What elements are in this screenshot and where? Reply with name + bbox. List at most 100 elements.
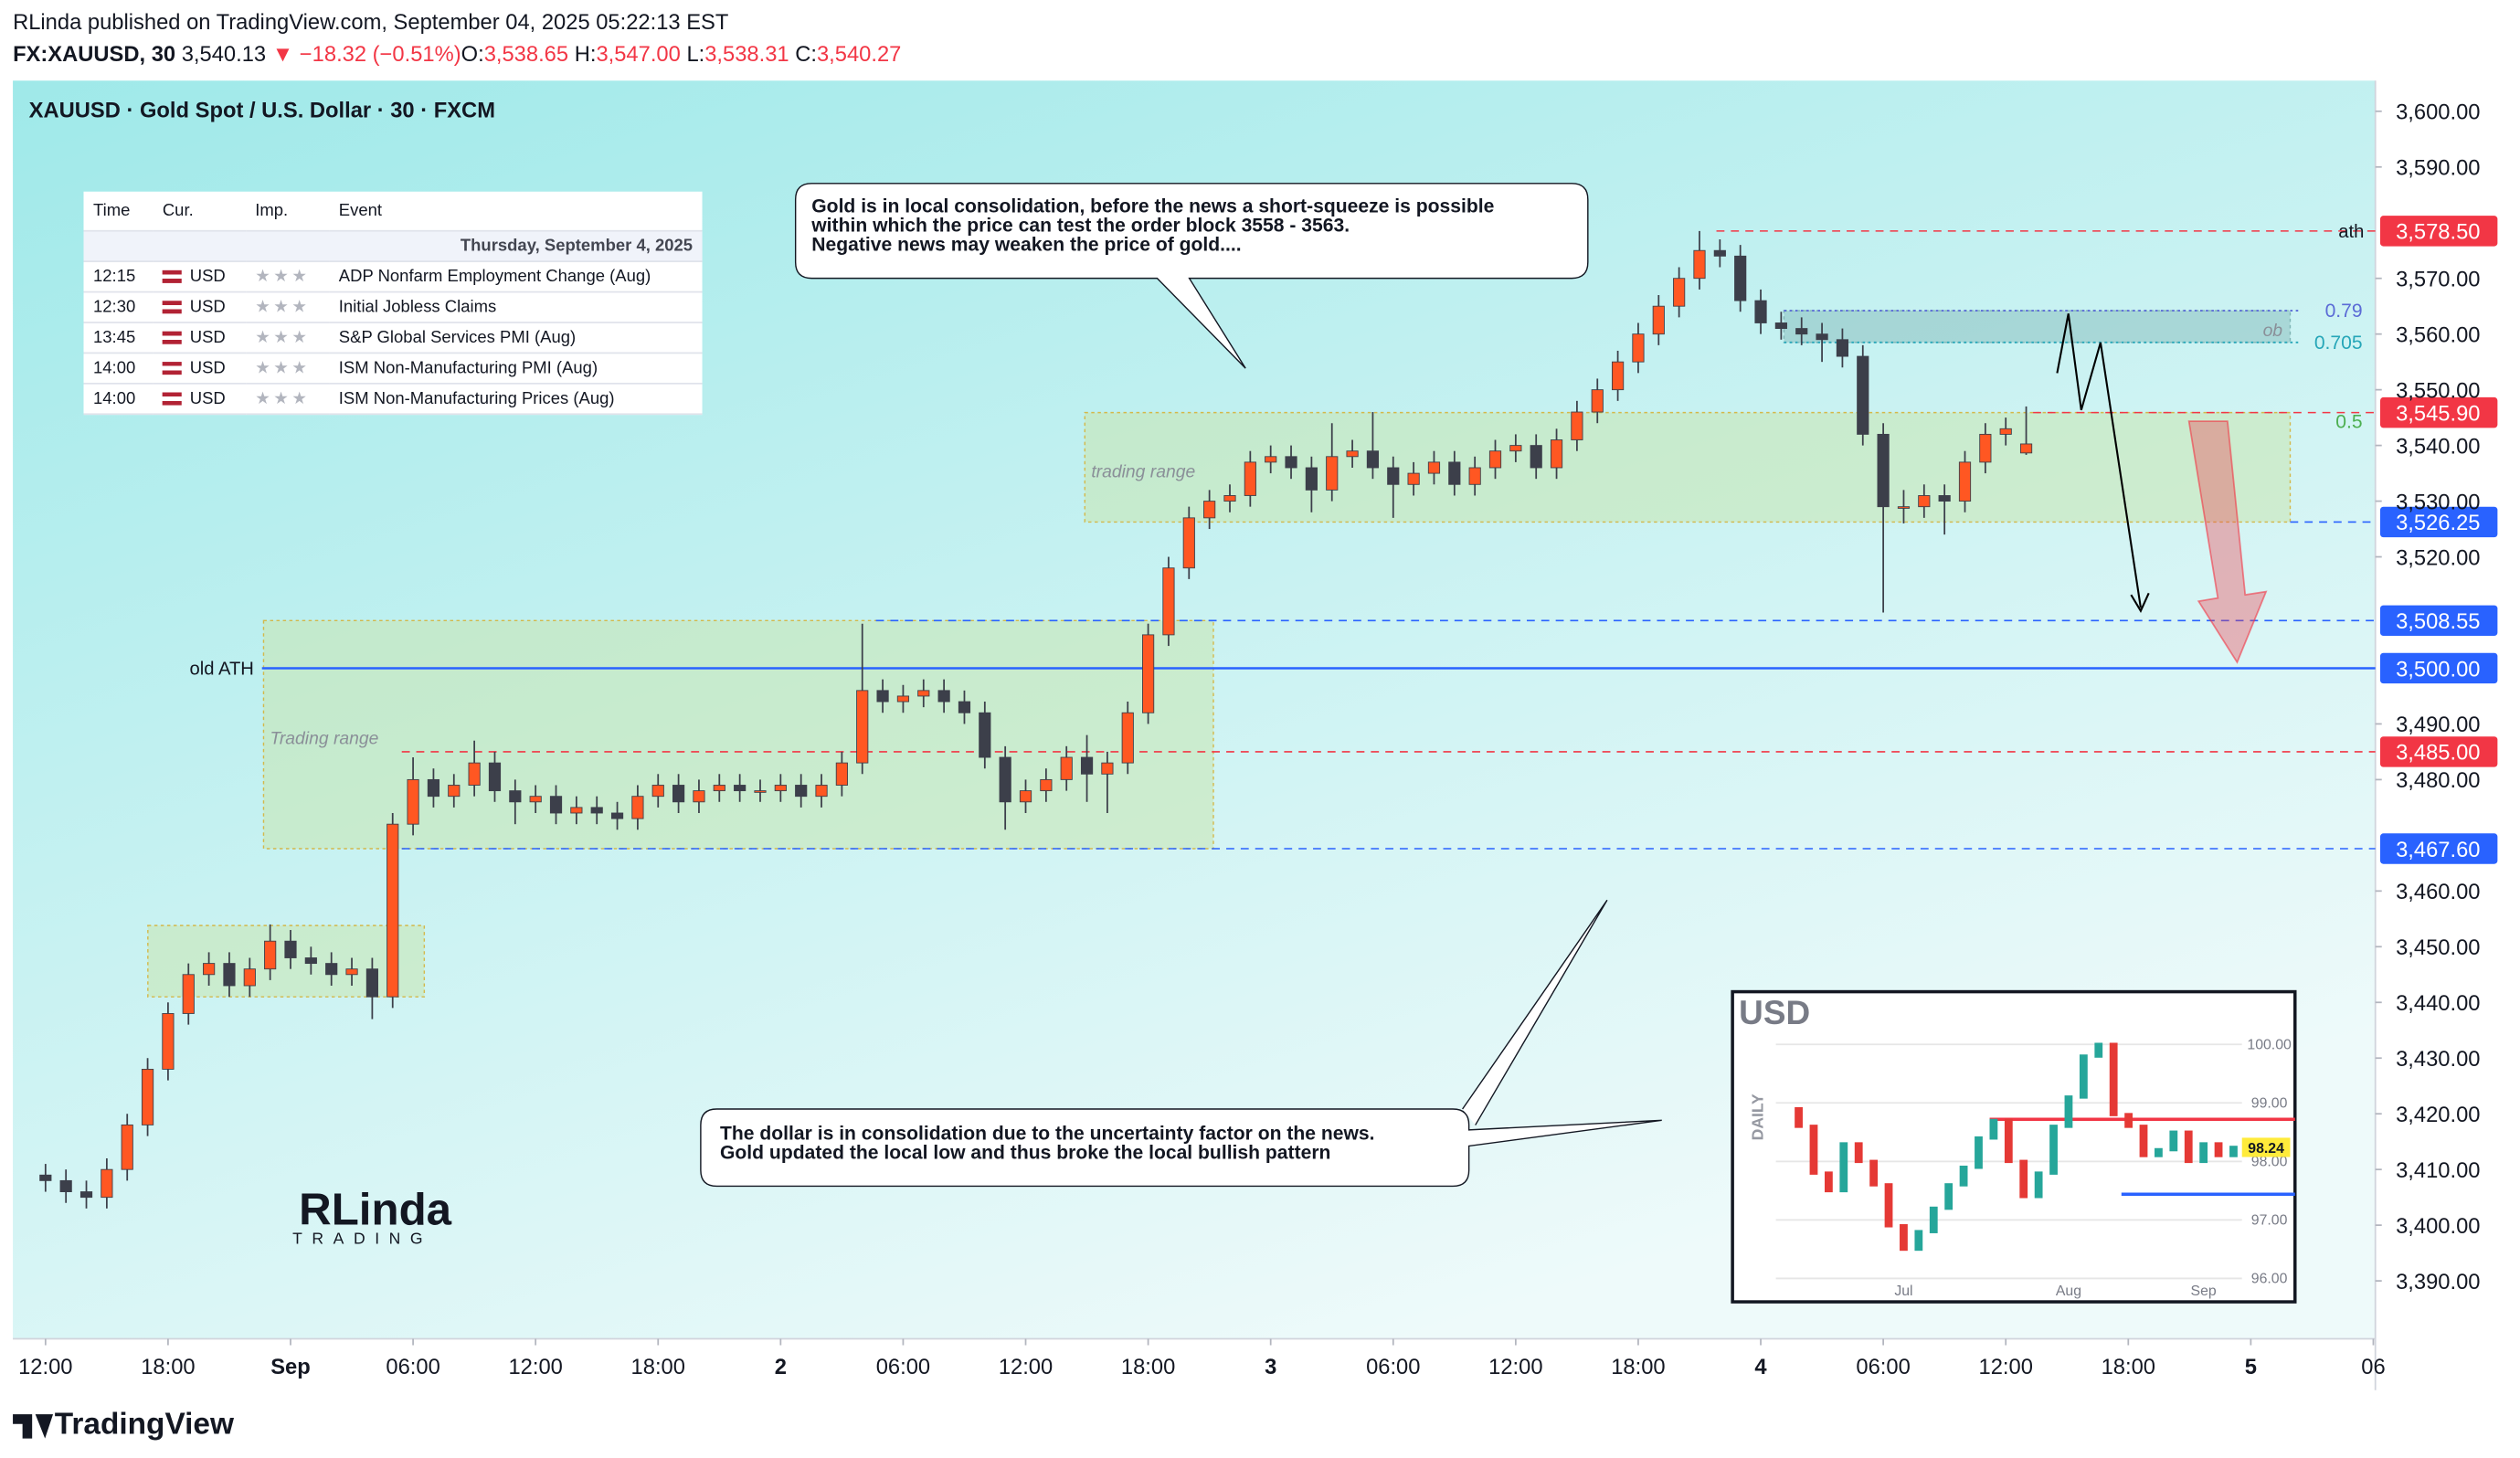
inset-x-label: Sep bbox=[2191, 1284, 2217, 1299]
symbol: FX:XAUUSD, 30 bbox=[13, 43, 175, 67]
inset-candle bbox=[2169, 1130, 2178, 1152]
inset-candle bbox=[2124, 1113, 2133, 1128]
candle-body bbox=[1203, 501, 1216, 519]
y-tick-label: 3,590.00 bbox=[2396, 157, 2480, 181]
candle-body bbox=[1754, 300, 1767, 323]
candle-body bbox=[631, 796, 644, 819]
candle-body bbox=[1571, 411, 1583, 440]
inset-candle bbox=[2049, 1125, 2058, 1175]
callout-line: Gold updated the local low and thus brok… bbox=[720, 1141, 1331, 1164]
candle-body bbox=[1999, 428, 2012, 435]
callout-box bbox=[794, 183, 1589, 369]
currency: USD bbox=[189, 328, 226, 348]
inset-x-label: Jul bbox=[1894, 1284, 1912, 1299]
y-tick-label: 3,540.00 bbox=[2396, 435, 2480, 459]
inset-candle bbox=[2034, 1171, 2043, 1199]
inset-candle bbox=[2004, 1118, 2013, 1164]
candle-body bbox=[1632, 333, 1645, 363]
ohlc-key: H: bbox=[575, 43, 597, 67]
flag bbox=[162, 392, 182, 406]
inset-candle bbox=[2155, 1147, 2163, 1157]
candle-body bbox=[835, 762, 848, 786]
candle-body bbox=[713, 785, 725, 792]
candle-body bbox=[79, 1191, 93, 1199]
x-tick-label: Sep bbox=[270, 1356, 311, 1379]
y-tick-label: 3,430.00 bbox=[2396, 1048, 2480, 1072]
event-currency: USD bbox=[153, 322, 246, 354]
inset-candle bbox=[2139, 1125, 2148, 1157]
y-tick-label: 3,550.00 bbox=[2396, 379, 2480, 403]
y-tick-label: 3,410.00 bbox=[2396, 1159, 2480, 1183]
candle-body bbox=[1857, 355, 1869, 435]
candle-body bbox=[917, 690, 930, 697]
inset-candle bbox=[2214, 1142, 2223, 1157]
candle-body bbox=[1019, 790, 1032, 803]
callout-text: Gold is in local consolidation, before t… bbox=[811, 196, 1583, 254]
fib-label: 0.705 bbox=[2314, 333, 2363, 354]
candle-body bbox=[1244, 461, 1256, 496]
y-tick-label: 3,450.00 bbox=[2396, 936, 2480, 960]
inset-y-label: 96.00 bbox=[2251, 1272, 2288, 1287]
price-axis-bg bbox=[2375, 80, 2507, 1339]
inset-candle bbox=[2064, 1095, 2073, 1128]
y-tick-label: 3,460.00 bbox=[2396, 881, 2480, 904]
candle-body bbox=[345, 968, 358, 976]
levels: 3,578.50 ath 3,545.90 3,526.25 3,508.55 3,500… bbox=[189, 216, 2498, 864]
inset-candle bbox=[1900, 1224, 1908, 1252]
y-tick-label: 3,570.00 bbox=[2396, 268, 2480, 291]
candle-body bbox=[386, 823, 399, 998]
candle-body bbox=[774, 785, 787, 792]
price-tag bbox=[2379, 216, 2498, 247]
candle-body bbox=[264, 940, 277, 970]
candle-body bbox=[672, 785, 685, 803]
candle-body bbox=[999, 756, 1011, 803]
candle-body bbox=[1121, 712, 1134, 764]
candle-body bbox=[876, 690, 889, 703]
candle-body bbox=[1346, 450, 1359, 458]
importance: ★★★ bbox=[245, 353, 330, 385]
y-tick-label: 3,480.00 bbox=[2396, 769, 2480, 793]
price-tag-label: 3,467.60 bbox=[2396, 839, 2480, 862]
candle-body bbox=[1142, 634, 1155, 713]
event-currency: USD bbox=[153, 383, 246, 416]
importance: ★★★ bbox=[245, 322, 330, 354]
calendar-row: 13:45 USD ★★★ S&P Global Services PMI (Aug) bbox=[83, 322, 703, 354]
y-tick-label: 3,420.00 bbox=[2396, 1104, 2480, 1127]
inset-title: USD bbox=[1739, 994, 1810, 1031]
flag bbox=[162, 270, 182, 284]
candle-body bbox=[856, 690, 869, 764]
calendar-row: 12:30 USD ★★★ Initial Jobless Claims bbox=[83, 291, 703, 323]
candle-body bbox=[162, 1013, 175, 1070]
candle-body bbox=[693, 790, 705, 803]
candle-body bbox=[1080, 756, 1094, 775]
candle-body bbox=[1509, 445, 1522, 452]
col-head: Time bbox=[83, 191, 154, 232]
inset-candle bbox=[2229, 1146, 2238, 1157]
candle-body bbox=[1326, 456, 1339, 491]
inset-candle bbox=[1795, 1106, 1803, 1128]
candle-body bbox=[1101, 762, 1114, 775]
inset-candle bbox=[1944, 1183, 1954, 1210]
footer-logo bbox=[13, 1414, 54, 1439]
candle-body bbox=[59, 1179, 72, 1193]
candle-body bbox=[1223, 495, 1236, 502]
flag bbox=[162, 362, 182, 375]
inset-price-tag bbox=[2241, 1137, 2291, 1157]
callout-line: The dollar is in consolidation due to th… bbox=[720, 1123, 1375, 1145]
inset-y-label: 97.00 bbox=[2251, 1213, 2288, 1229]
candle-body bbox=[243, 968, 256, 987]
inset-candle bbox=[1914, 1230, 1923, 1252]
candle-body bbox=[1591, 389, 1604, 413]
inset-y-label: 98.00 bbox=[2251, 1155, 2288, 1170]
zone bbox=[262, 619, 1214, 850]
x-tick-label: 12:00 bbox=[18, 1356, 72, 1379]
candle-body bbox=[1877, 433, 1890, 508]
price-tag-label: 3,578.50 bbox=[2396, 221, 2480, 245]
event-currency: USD bbox=[153, 261, 246, 293]
ohlc-val: 3,547.00 bbox=[596, 43, 680, 67]
y-tick-label: 3,560.00 bbox=[2396, 323, 2480, 347]
event-currency: USD bbox=[153, 353, 246, 385]
calendar-rows: 12:15 USD ★★★ ADP Nonfarm Employment Change… bbox=[83, 261, 703, 416]
footer-brand: TradingView bbox=[55, 1407, 235, 1441]
candle-body bbox=[1652, 305, 1665, 335]
